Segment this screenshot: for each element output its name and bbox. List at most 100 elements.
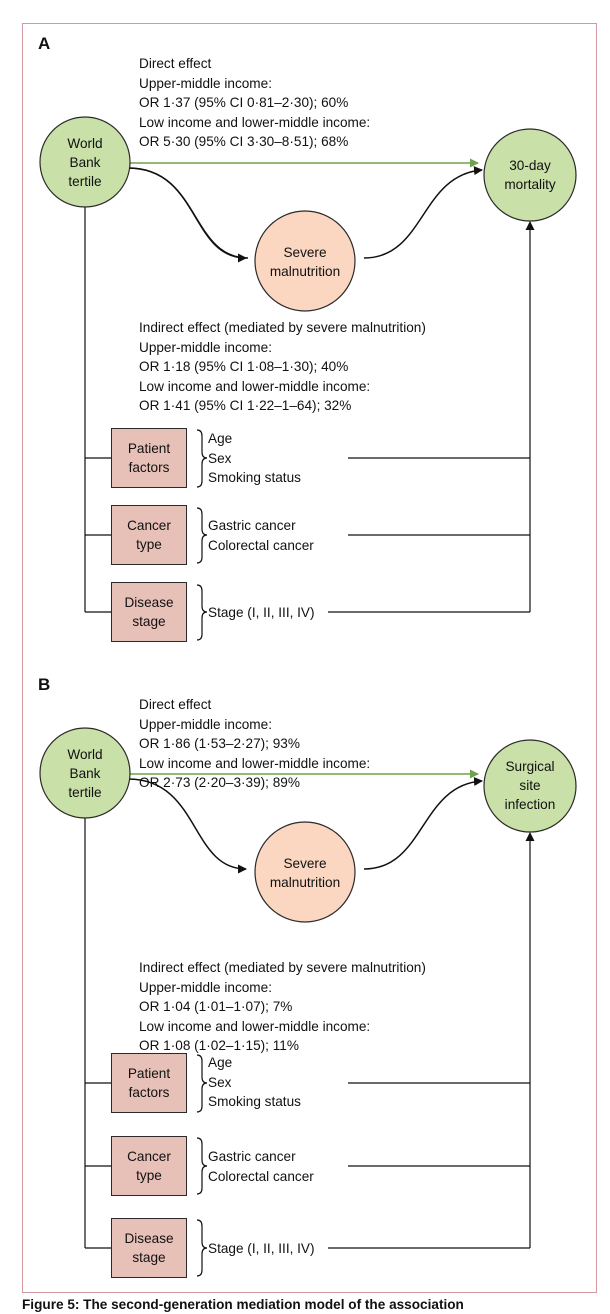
covariate-item: Stage (I, II, III, IV): [208, 1241, 315, 1256]
box-line: factors: [128, 1085, 170, 1100]
brace-b-patient: [196, 1054, 208, 1113]
covariate-item: Gastric cancer: [208, 518, 296, 533]
panel-a-exposure-node: [39, 116, 131, 208]
panel-b-label: B: [38, 675, 51, 694]
indirect-effect-line: OR 1·04 (1·01–1·07); 7%: [139, 999, 293, 1014]
node-line: malnutrition: [269, 264, 341, 279]
panel-b-disease-stage-box: Disease stage: [111, 1218, 187, 1278]
box-line: Disease: [124, 595, 174, 610]
panel-b-exposure-label: World Bank tertile: [45, 745, 125, 802]
panel-b-mediator-to-outcome-arrow: [363, 777, 483, 870]
brace-a-stage: [196, 584, 208, 641]
indirect-effect-heading: Indirect effect (mediated by severe maln…: [139, 320, 426, 335]
panel-b-indirect-effect: Indirect effect (mediated by severe maln…: [139, 958, 426, 1056]
figure-caption: Figure 5: The second-generation mediatio…: [22, 1297, 464, 1312]
indirect-effect-line: Upper-middle income:: [139, 979, 272, 995]
box-line: Patient: [127, 441, 171, 456]
box-line: Cancer: [127, 518, 171, 533]
indirect-effect-line: OR 1·41 (95% CI 1·22–1–64); 32%: [139, 398, 352, 413]
direct-effect-line: Low income and lower-middle income:: [139, 114, 371, 130]
node-line: mortality: [504, 177, 556, 192]
panel-a-mediator-label: Severe malnutrition: [260, 243, 350, 281]
panel-b-patient-factors-box: Patient factors: [111, 1053, 187, 1113]
box-line: type: [136, 1168, 162, 1183]
covariate-item: Colorectal cancer: [208, 537, 314, 553]
direct-effect-line: OR 5·30 (95% CI 3·30–8·51); 68%: [139, 134, 349, 149]
indirect-effect-line: Low income and lower-middle income:: [139, 1018, 371, 1034]
node-line: Severe: [283, 245, 327, 260]
panel-a-indirect-effect: Indirect effect (mediated by severe maln…: [139, 318, 426, 416]
node-line: World: [67, 136, 103, 151]
panel-b-exposure-to-mediator-arrow: [127, 778, 247, 874]
panel-a-exposure-label: World Bank tertile: [45, 134, 125, 191]
panel-a-cancer-type-items: Gastric cancer Colorectal cancer: [208, 516, 314, 555]
panel-b-mediator-label: Severe malnutrition: [260, 854, 350, 892]
panel-b-direct-effect: Direct effect Upper-middle income: OR 1·…: [139, 695, 370, 793]
panel-b-connectors: [39, 727, 577, 1277]
node-line: tertile: [68, 785, 102, 800]
covariate-item: Smoking status: [208, 470, 301, 485]
panel-b-cancer-type-items: Gastric cancer Colorectal cancer: [208, 1147, 314, 1186]
brace-a-cancer: [196, 507, 208, 564]
direct-effect-line: OR 2·73 (2·20–3·39); 89%: [139, 775, 300, 790]
direct-effect-line: Low income and lower-middle income:: [139, 755, 371, 771]
direct-effect-line: Upper-middle income:: [139, 75, 272, 91]
panel-a-patient-factors-items: Age Sex Smoking status: [208, 429, 301, 488]
panel-a-cancer-type-box: Cancer type: [111, 505, 187, 565]
covariate-item: Sex: [208, 1074, 232, 1090]
brace-b-cancer: [196, 1137, 208, 1195]
direct-effect-heading: Direct effect: [139, 56, 212, 71]
node-line: Bank: [69, 155, 101, 170]
box-line: stage: [132, 1250, 166, 1265]
node-line: 30-day: [509, 158, 551, 173]
panel-a-label: A: [38, 34, 51, 53]
node-line: infection: [504, 797, 556, 812]
panel-a-outcome-label: 30-day mortality: [488, 156, 572, 194]
panel-a-connectors: [39, 116, 577, 641]
node-line: World: [67, 747, 103, 762]
covariate-item: Gastric cancer: [208, 1149, 296, 1164]
node-line: Surgical: [505, 759, 555, 774]
box-line: Cancer: [127, 1149, 171, 1164]
panel-a-disease-stage-items: Stage (I, II, III, IV): [208, 603, 315, 623]
box-line: stage: [132, 614, 166, 629]
panel-b-cancer-type-box: Cancer type: [111, 1136, 187, 1196]
indirect-effect-line: Low income and lower-middle income:: [139, 378, 371, 394]
panel-a-direct-effect: Direct effect Upper-middle income: OR 1·…: [139, 54, 370, 152]
node-line: Severe: [283, 856, 327, 871]
box-line: type: [136, 537, 162, 552]
panel-a-mediator-to-outcome-arrow: [363, 166, 483, 259]
box-line: Disease: [124, 1231, 174, 1246]
covariate-item: Colorectal cancer: [208, 1168, 314, 1184]
panel-b-patient-factors-items: Age Sex Smoking status: [208, 1053, 301, 1112]
box-line: Patient: [127, 1066, 171, 1081]
covariate-item: Smoking status: [208, 1094, 301, 1109]
direct-effect-line: OR 1·86 (1·53–2·27); 93%: [139, 736, 300, 751]
panel-b-disease-stage-items: Stage (I, II, III, IV): [208, 1239, 315, 1259]
covariate-item: Age: [208, 431, 233, 446]
panel-b-exposure-node: [39, 727, 131, 819]
brace-a-patient: [196, 429, 208, 488]
panel-a-exposure-to-mediator-arrow: [127, 167, 249, 259]
panel-a-outcome-node: [483, 128, 577, 222]
indirect-effect-line: OR 1·08 (1·02–1·15); 11%: [139, 1038, 299, 1053]
covariate-item: Age: [208, 1055, 233, 1070]
covariate-item: Sex: [208, 450, 232, 466]
panel-a-mediator-node: [254, 210, 356, 312]
node-line: malnutrition: [269, 875, 341, 890]
node-line: Bank: [69, 766, 101, 781]
node-line: site: [519, 778, 541, 793]
node-line: tertile: [68, 174, 102, 189]
panel-a-patient-factors-box: Patient factors: [111, 428, 187, 488]
figure-frame: [22, 23, 597, 1293]
panel-b-outcome-label: Surgical site infection: [488, 757, 572, 814]
panel-b-outcome-node: [483, 739, 577, 833]
indirect-effect-heading: Indirect effect (mediated by severe maln…: [139, 960, 426, 975]
direct-effect-line: Upper-middle income:: [139, 716, 272, 732]
direct-effect-heading: Direct effect: [139, 697, 212, 712]
box-line: factors: [128, 460, 170, 475]
panel-b-mediator-node: [254, 821, 356, 923]
direct-effect-line: OR 1·37 (95% CI 0·81–2·30); 60%: [139, 95, 349, 110]
covariate-item: Stage (I, II, III, IV): [208, 605, 315, 620]
